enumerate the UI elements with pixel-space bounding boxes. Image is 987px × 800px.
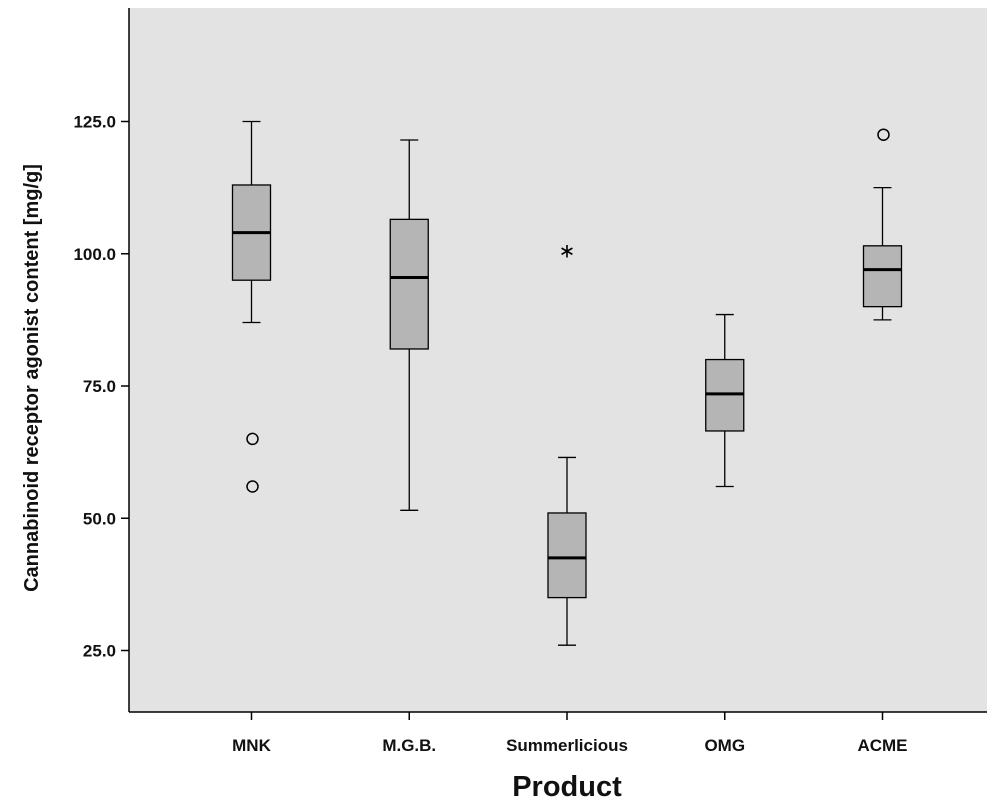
x-axis-title: Product — [512, 771, 622, 800]
y-axis-title: Cannabinoid receptor agonist content [mg… — [21, 164, 43, 592]
extreme-marker: ∗ — [559, 238, 576, 262]
x-tick-label: ACME — [857, 736, 907, 755]
box-group — [389, 139, 429, 511]
y-tick-label: 75.0 — [83, 377, 116, 396]
box-group: ∗ — [547, 238, 587, 646]
x-tick-label: MNK — [232, 736, 271, 755]
outlier-marker — [246, 432, 259, 446]
x-tick-label: M.G.B. — [382, 736, 436, 755]
x-tick-label: OMG — [704, 736, 745, 755]
y-tick-label: 125.0 — [73, 113, 116, 132]
y-axis: 25.0 50.0 75.0 100.0 125.0 — [73, 8, 130, 712]
y-tick-label: 100.0 — [73, 245, 116, 264]
outlier-marker — [246, 480, 259, 493]
boxes-layer: ∗ — [231, 120, 903, 646]
box-group — [705, 313, 745, 488]
y-tick-label: 25.0 — [83, 642, 116, 661]
box-group — [862, 128, 903, 321]
x-axis: MNK M.G.B. Summerlicious OMG ACME — [129, 711, 987, 755]
x-tick-label: Summerlicious — [506, 736, 628, 755]
iqr-box — [389, 218, 429, 350]
box-group — [231, 120, 272, 493]
plot-area — [129, 8, 987, 712]
iqr-box — [547, 512, 587, 599]
iqr-box — [862, 245, 903, 308]
outlier-marker — [877, 128, 890, 141]
y-tick-label: 50.0 — [83, 509, 116, 528]
